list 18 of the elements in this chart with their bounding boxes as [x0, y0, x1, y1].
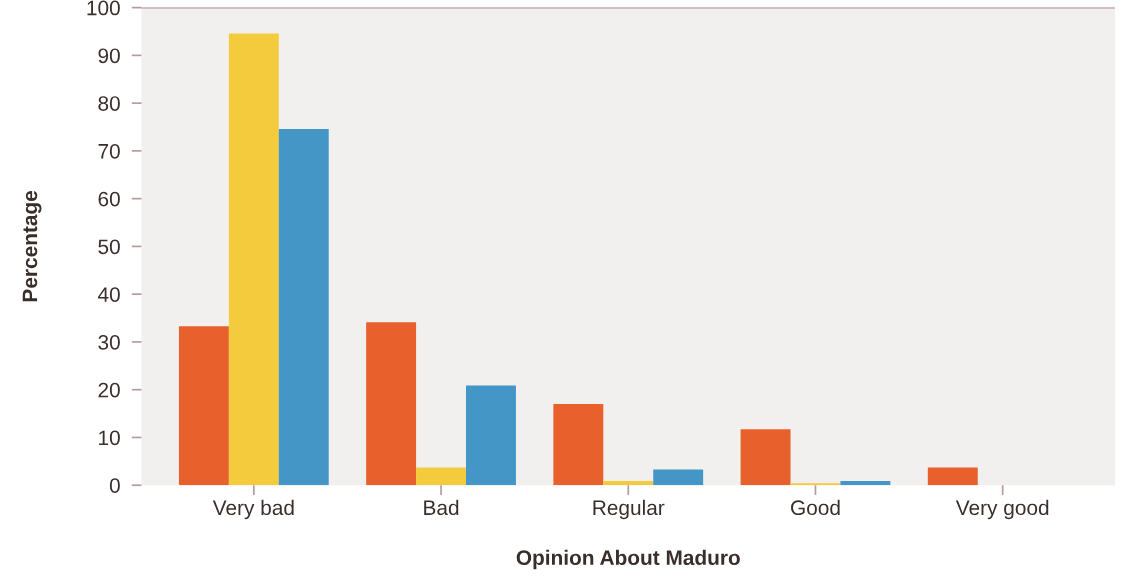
x-axis-title: Opinion About Maduro	[516, 549, 740, 570]
x-tick-label: Regular	[593, 499, 665, 520]
y-tick-label: 10	[99, 430, 120, 446]
y-tick-label: 40	[97, 287, 120, 302]
y-tick-label: 0	[109, 478, 120, 493]
x-tick-label: Very bad	[212, 499, 294, 520]
y-axis-title: Percentage	[22, 190, 42, 302]
x-tick-label: Good	[791, 499, 840, 516]
y-tick-label: 70	[98, 143, 120, 159]
y-tick-label: 20	[98, 382, 120, 398]
y-tick-label: 90	[98, 48, 120, 64]
y-tick-label: 50	[98, 239, 120, 255]
y-tick-label: 80	[98, 96, 120, 111]
y-tick-label: 60	[98, 191, 120, 207]
x-tick-label: Very good	[955, 499, 1049, 520]
x-tick-label: Bad	[424, 499, 459, 516]
y-tick-label: 100	[87, 0, 120, 16]
y-tick-label: 30	[98, 334, 120, 350]
